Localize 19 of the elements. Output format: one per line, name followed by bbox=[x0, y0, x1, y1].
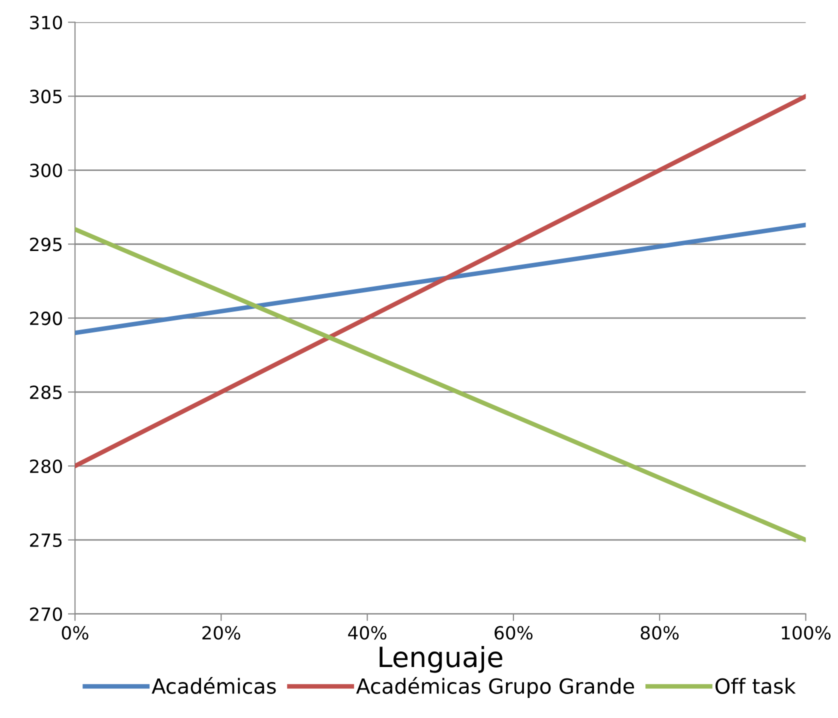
y-tick-label: 305 bbox=[30, 90, 62, 104]
y-tick-label: 280 bbox=[30, 459, 62, 474]
x-tick-label: 40% bbox=[348, 626, 386, 640]
legend-label: Off task bbox=[716, 678, 796, 694]
x-tick-label: 100% bbox=[782, 626, 831, 640]
y-tick-label: 310 bbox=[30, 16, 62, 30]
y-tick-label: 275 bbox=[30, 533, 62, 548]
y-tick-label: 270 bbox=[30, 607, 62, 622]
x-axis-title: Lenguaje bbox=[380, 646, 502, 673]
legend-label: Académicas Grupo Grande bbox=[356, 677, 634, 698]
y-tick-label: 300 bbox=[30, 164, 62, 178]
legend-label: Académicas bbox=[152, 677, 276, 694]
x-tick-label: 80% bbox=[640, 626, 679, 640]
y-tick-label: 290 bbox=[30, 312, 62, 326]
y-tick-label: 295 bbox=[30, 238, 62, 252]
y-tick-label: 285 bbox=[30, 385, 62, 400]
x-tick-label: 60% bbox=[494, 626, 533, 640]
x-tick-label: 20% bbox=[202, 626, 240, 640]
x-tick-label: 0% bbox=[62, 626, 88, 640]
